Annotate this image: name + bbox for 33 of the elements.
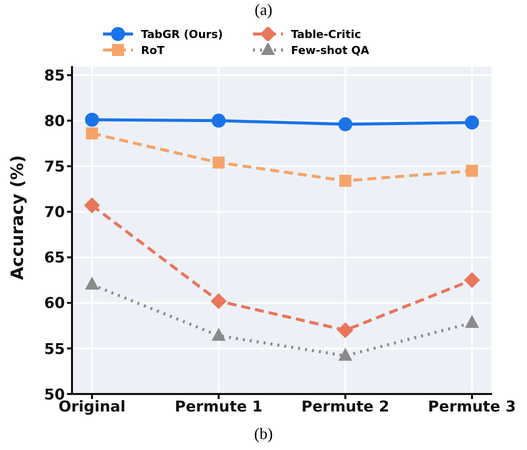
y-tick-label: 55 (44, 340, 65, 358)
y-tick-label: 65 (44, 248, 65, 267)
text: (b) (253, 425, 274, 445)
y-tick-label: 80 (44, 112, 65, 130)
point (337, 322, 354, 338)
point (465, 314, 479, 328)
y-tick-label: 85 (44, 66, 65, 84)
point (338, 348, 352, 361)
point (212, 328, 226, 341)
text: (a) (254, 1, 274, 21)
y-tick-label: 75 (44, 158, 65, 176)
point (466, 164, 478, 177)
x-tick-label: Permute 3 (428, 398, 516, 416)
point (464, 272, 480, 288)
point (338, 117, 352, 132)
y-tick-label: 60 (44, 294, 65, 312)
point (465, 115, 479, 130)
point (85, 112, 99, 127)
point (339, 174, 352, 187)
y-axis-title: Accuracy (%) (8, 155, 28, 280)
legend-label: Few-shot QA (291, 44, 370, 56)
y-tick-label: 70 (44, 203, 65, 222)
legend-label: Table-Critic (291, 28, 361, 40)
point (210, 293, 227, 310)
legend-label: TabGR (Ours) (141, 28, 223, 40)
point (212, 114, 226, 128)
point (212, 156, 225, 169)
point (86, 127, 98, 140)
point (84, 197, 100, 214)
point (85, 276, 99, 290)
legend-label: RoT (141, 44, 165, 56)
x-tick-label: Permute 1 (174, 398, 263, 416)
x-tick-label: Permute 2 (301, 398, 390, 416)
